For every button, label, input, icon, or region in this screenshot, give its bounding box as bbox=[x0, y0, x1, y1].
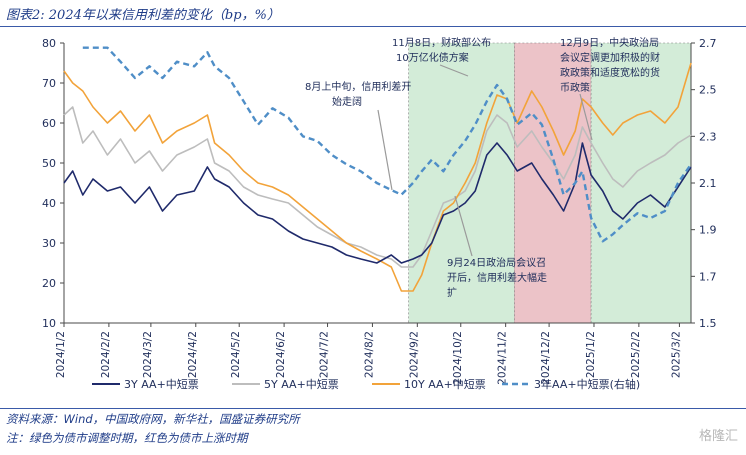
footer-divider bbox=[0, 408, 746, 409]
annotation-sep24-line3: 扩 bbox=[447, 286, 457, 299]
x-tick-label: 2024/9/2 bbox=[408, 331, 420, 378]
title-divider bbox=[0, 26, 746, 27]
y-left-tick-label: 40 bbox=[42, 197, 56, 210]
annotation-arrow-2 bbox=[439, 64, 469, 77]
x-tick-label: 2024/1/2 bbox=[55, 331, 67, 378]
annotation-dec9-line1: 12月9日，中央政治局 bbox=[560, 36, 659, 49]
x-tick-label: 2024/3/2 bbox=[142, 331, 154, 378]
x-tick-label: 2025/3/2 bbox=[670, 331, 682, 378]
y-right-tick-label: 1.7 bbox=[699, 270, 717, 283]
x-tick-label: 2025/1/2 bbox=[585, 331, 597, 378]
y-left-tick-label: 80 bbox=[42, 37, 56, 50]
legend-label-4: 3年AA+中短票(右轴) bbox=[534, 377, 640, 391]
legend: 3Y AA+中短票 5Y AA+中短票 10Y AA+中短票 3年AA+中短票(右轴) bbox=[92, 377, 640, 391]
series-line-3 bbox=[63, 62, 692, 292]
y-right-tick-label: 1.9 bbox=[699, 224, 717, 237]
legend-label-2: 5Y AA+中短票 bbox=[264, 377, 339, 391]
annotation-aug-line1: 8月上中旬，信用利差开 bbox=[305, 80, 411, 93]
shaded-period-3 bbox=[590, 42, 692, 324]
x-tick-label: 2024/7/2 bbox=[319, 331, 331, 378]
y-right-tick-label: 1.5 bbox=[699, 317, 717, 330]
y-right-tick-label: 2.5 bbox=[699, 84, 717, 97]
shaded-period-1 bbox=[408, 42, 515, 324]
annotation-nov8-line2: 10万亿化债方案 bbox=[396, 51, 469, 64]
annotation-nov8-line1: 11月8日，财政部公布 bbox=[392, 36, 491, 49]
x-tick-label: 2024/2/2 bbox=[100, 331, 112, 378]
chart-title: 图表2: 2024年以来信用利差的变化（bp，%） bbox=[6, 8, 280, 23]
spread-chart: 10 20 30 40 50 60 70 80 1.5 1.7 1.9 2.1 2.3 2.5 2.7 202… bbox=[42, 36, 717, 391]
source-text: 资料来源：Wind，中国政府网，新华社，国盛证券研究所 bbox=[6, 412, 300, 426]
legend-label-3: 10Y AA+中短票 bbox=[404, 377, 486, 391]
series-line-4 bbox=[82, 46, 692, 243]
annotation-dec9-line3: 政政策和适度宽松的货 bbox=[560, 66, 660, 79]
series-line-1 bbox=[63, 142, 692, 264]
x-tick-label: 2024/12/2 bbox=[540, 331, 552, 385]
x-tick-label: 2025/2/2 bbox=[630, 331, 642, 378]
shaded-period-2 bbox=[514, 42, 592, 324]
shaded-periods bbox=[408, 42, 692, 324]
annotation-arrow-3 bbox=[579, 93, 593, 141]
y-right-tick-label: 2.1 bbox=[699, 177, 717, 190]
series-line-2 bbox=[63, 106, 692, 268]
annotation-dec9-line2: 会议定调更加积极的财 bbox=[560, 51, 660, 64]
y-right-tick-label: 2.3 bbox=[699, 130, 717, 143]
y-left-tick-label: 30 bbox=[42, 237, 56, 250]
watermark: 格隆汇 bbox=[698, 429, 738, 444]
note-text: 注：绿色为债市调整时期，红色为债市上涨时期 bbox=[6, 431, 248, 445]
series-lines bbox=[63, 46, 692, 292]
annotation-arrow-1 bbox=[377, 109, 393, 191]
y-left-tick-label: 70 bbox=[42, 77, 56, 90]
y-left-tick-label: 10 bbox=[42, 317, 56, 330]
x-tick-label: 2024/10/2 bbox=[452, 331, 464, 385]
x-tick-label: 2024/8/2 bbox=[363, 331, 375, 378]
x-tick-label: 2024/11/2 bbox=[497, 331, 509, 385]
annotation-aug-line2: 始走阔 bbox=[332, 95, 362, 108]
annotation-sep24-line2: 开后，信用利差大幅走 bbox=[447, 271, 547, 284]
y-left-tick-label: 20 bbox=[42, 277, 56, 290]
x-tick-label: 2024/5/2 bbox=[230, 331, 242, 378]
y-left-tick-label: 60 bbox=[42, 117, 56, 130]
y-left-tick-label: 50 bbox=[42, 157, 56, 170]
x-tick-label: 2024/6/2 bbox=[275, 331, 287, 378]
y-right-tick-label: 2.7 bbox=[699, 37, 717, 50]
annotations: 8月上中旬，信用利差开 始走阔 11月8日，财政部公布 10万亿化债方案 12月… bbox=[305, 36, 660, 299]
annotation-arrow-4 bbox=[454, 195, 473, 257]
x-tick-label: 2024/4/2 bbox=[187, 331, 199, 378]
annotation-dec9-line4: 币政策 bbox=[560, 81, 590, 94]
annotation-sep24-line1: 9月24日政治局会议召 bbox=[447, 256, 546, 269]
legend-label-1: 3Y AA+中短票 bbox=[124, 377, 199, 391]
